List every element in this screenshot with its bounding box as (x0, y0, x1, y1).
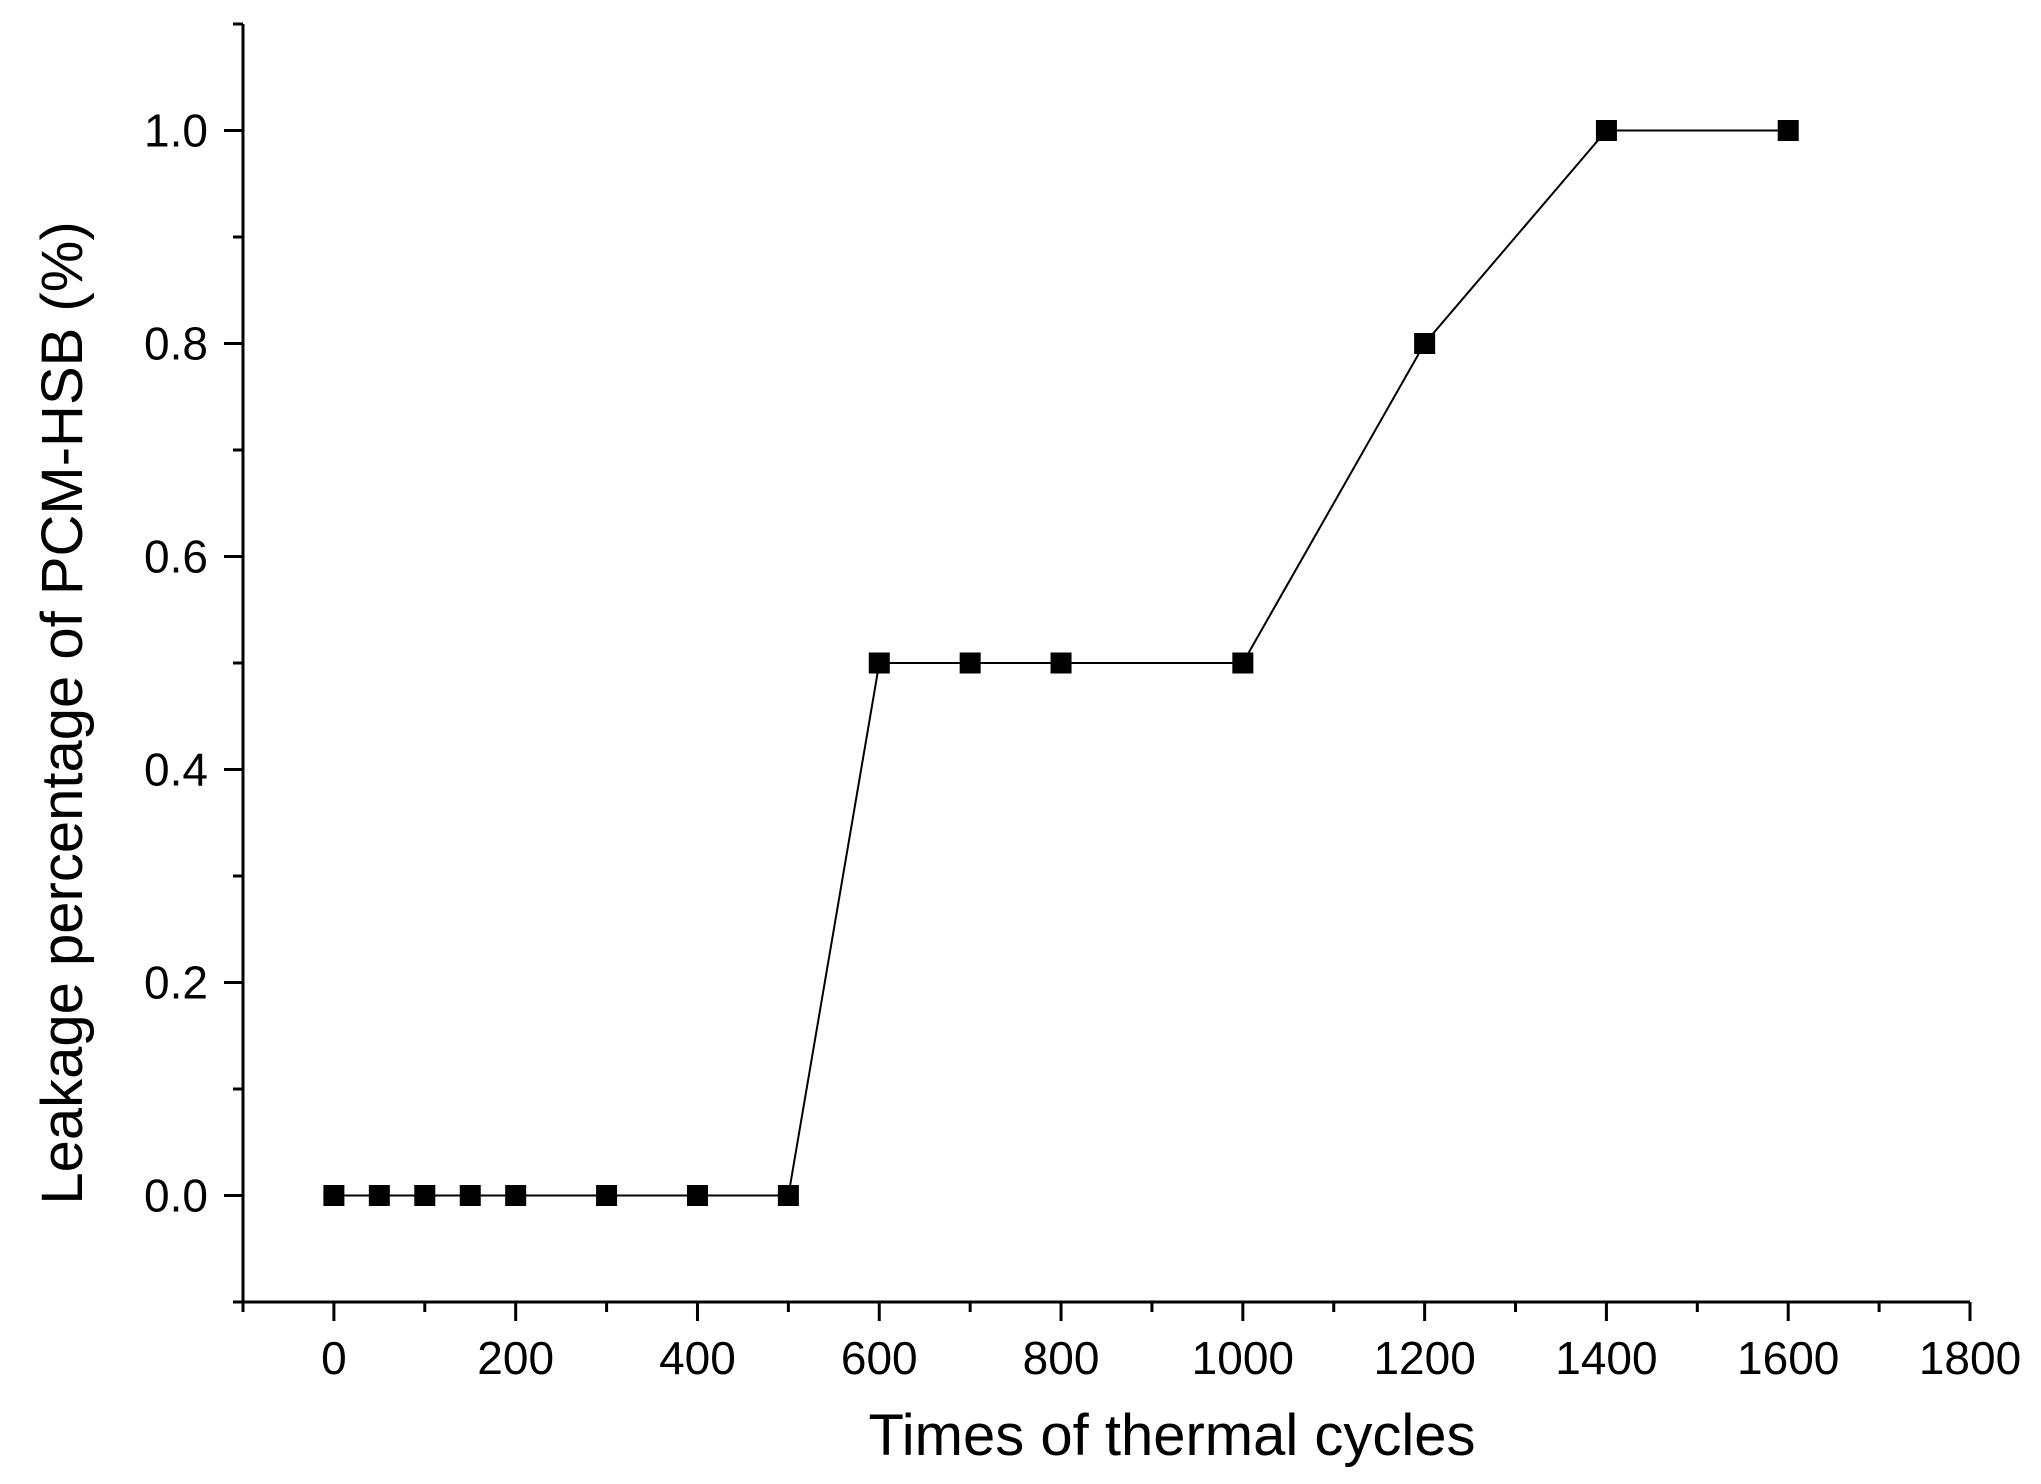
y-tick-label: 0.8 (144, 318, 208, 370)
x-tick-label: 800 (1023, 1332, 1100, 1384)
x-tick-label: 600 (841, 1332, 918, 1384)
x-axis-title: Times of thermal cycles (869, 1403, 1476, 1468)
y-tick-label: 0.6 (144, 531, 208, 583)
data-point (414, 1185, 436, 1206)
tick-labels: 0 200 400 600 800 1000 1200 1400 1600 1800 0.0 0.2 0… (144, 105, 2021, 1385)
data-point (459, 1185, 481, 1206)
data-point (868, 652, 890, 674)
data-point (1595, 120, 1617, 141)
data-point (1414, 333, 1436, 354)
x-tick-label: 1600 (1737, 1332, 1839, 1384)
data-point (686, 1185, 708, 1206)
data-point (505, 1185, 527, 1206)
x-tick-label: 1800 (1919, 1332, 2021, 1384)
y-tick-label: 0.4 (144, 744, 208, 796)
data-point (1232, 652, 1254, 674)
x-tick-label: 1200 (1373, 1332, 1475, 1384)
x-tick-label: 400 (659, 1332, 736, 1384)
x-tick-label: 1400 (1555, 1332, 1657, 1384)
y-tick-label: 0.2 (144, 957, 208, 1009)
ticks (224, 22, 1972, 1321)
data-point (368, 1185, 390, 1206)
x-tick-label: 0 (321, 1332, 347, 1384)
y-axis-title: Leakage percentage of PCM-HSB (%) (30, 221, 95, 1204)
y-tick-label: 1.0 (144, 105, 208, 157)
y-tick-label: 0.0 (144, 1170, 208, 1222)
data-point (959, 652, 981, 674)
data-point (1777, 120, 1799, 141)
data-point (777, 1185, 799, 1206)
data-point (596, 1185, 618, 1206)
series-layer (323, 120, 1799, 1206)
x-tick-label: 1000 (1192, 1332, 1294, 1384)
data-point (1050, 652, 1072, 674)
data-point (323, 1185, 345, 1206)
x-tick-label: 200 (477, 1332, 554, 1384)
